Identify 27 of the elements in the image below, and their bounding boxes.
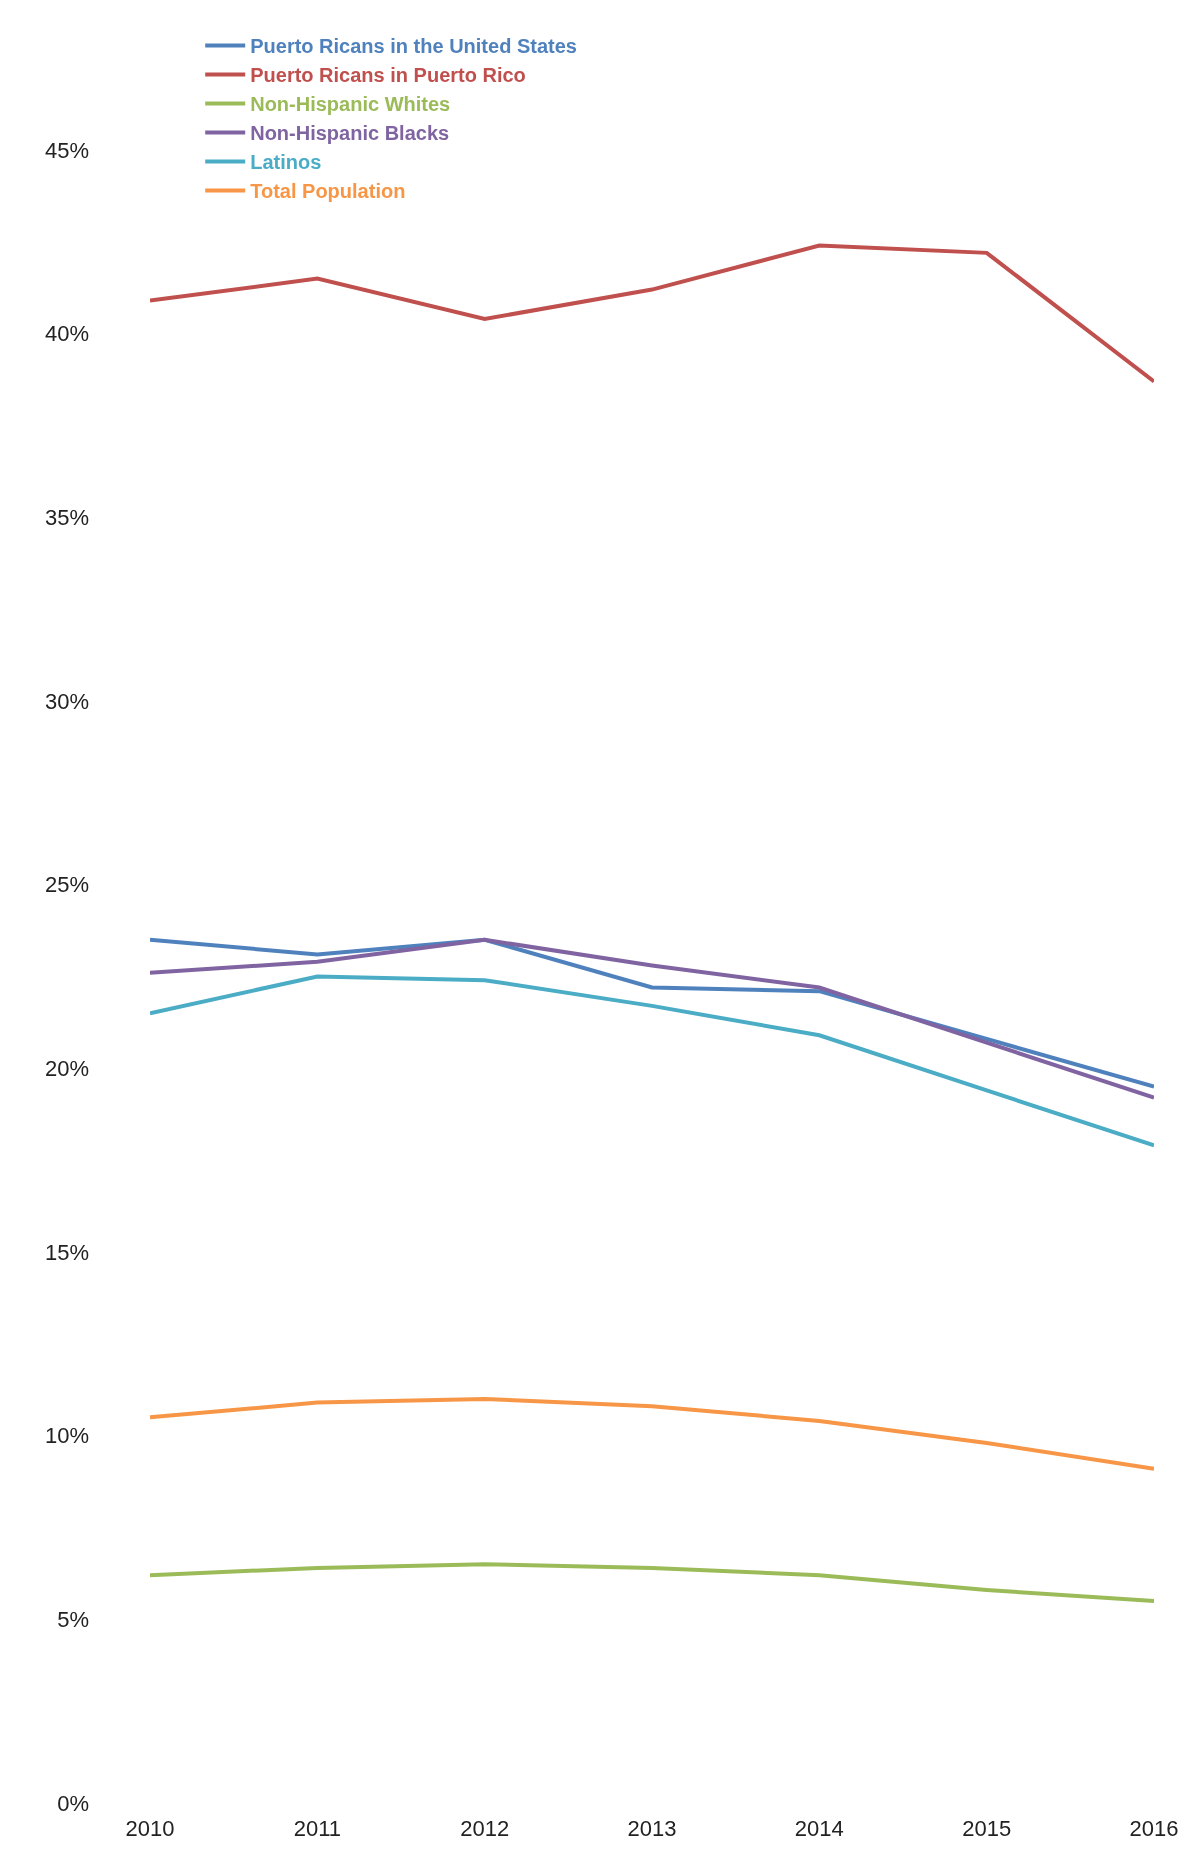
y-tick-label: 5% xyxy=(57,1607,89,1633)
x-tick-label: 2014 xyxy=(794,1816,844,1841)
x-tick-label: 2011 xyxy=(293,1816,341,1841)
y-tick-label: 25% xyxy=(44,872,89,898)
line-series xyxy=(150,1562,1154,1603)
y-tick-label: 45% xyxy=(44,137,89,163)
line-series xyxy=(150,243,1154,384)
y-tick-label: 15% xyxy=(44,1239,89,1265)
x-tick-label: 2016 xyxy=(1129,1816,1179,1841)
x-tick-label: 2010 xyxy=(125,1816,175,1841)
line-series xyxy=(150,974,1154,1148)
y-tick-label: 30% xyxy=(44,688,89,714)
y-tick-label: 0% xyxy=(57,1790,89,1816)
y-tick-label: 10% xyxy=(44,1423,89,1449)
legend-label: Puerto Ricans in Puerto Rico xyxy=(250,64,526,87)
legend-label: Non-Hispanic Blacks xyxy=(250,122,450,145)
legend-label: Latinos xyxy=(250,151,322,174)
x-tick-label: 2015 xyxy=(962,1816,1012,1841)
legend-label: Total Population xyxy=(250,180,406,203)
legend-label: Non-Hispanic Whites xyxy=(250,93,451,116)
legend-label: Puerto Ricans in the United States xyxy=(250,35,577,58)
line-series xyxy=(150,1396,1154,1471)
y-tick-label: 20% xyxy=(44,1056,89,1082)
y-tick-label: 35% xyxy=(44,505,89,531)
x-tick-label: 2012 xyxy=(460,1816,510,1841)
x-tick-label: 2013 xyxy=(627,1816,677,1841)
y-tick-label: 40% xyxy=(44,321,89,347)
